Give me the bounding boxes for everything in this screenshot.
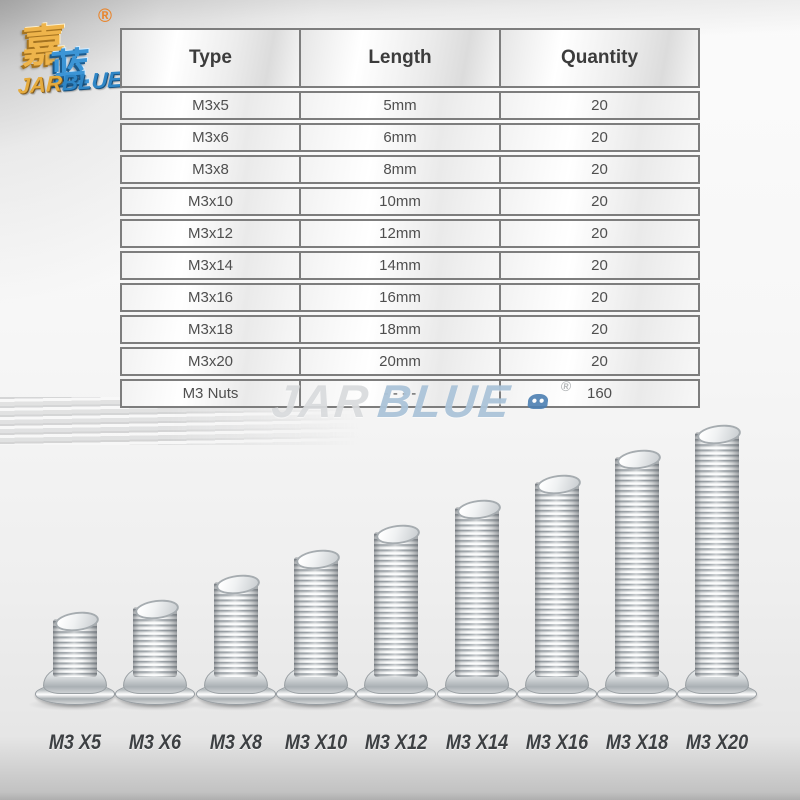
table-row: M3x18 18mm 20	[120, 315, 700, 344]
cell-type: M3x16	[120, 283, 300, 312]
screw-label: M3 X8	[209, 731, 263, 754]
cell-length: 12mm	[300, 219, 500, 248]
screw	[187, 572, 285, 711]
cell-quantity: 20	[500, 347, 700, 376]
screw-shaft	[695, 432, 739, 677]
table-header-row: Type Length Quantity	[120, 28, 700, 88]
screw-shaft	[374, 532, 418, 677]
screw-shaft	[294, 557, 338, 677]
cell-type: M3x12	[120, 219, 300, 248]
screw-label: M3 X20	[685, 731, 749, 754]
brand-logo: 嘉 蓝 ® JARBLUE	[10, 2, 140, 114]
cell-quantity: 20	[500, 187, 700, 216]
cell-type: M3x20	[120, 347, 300, 376]
cell-type: M3x14	[120, 251, 300, 280]
cell-length: 5mm	[300, 91, 500, 120]
cell-quantity: 20	[500, 155, 700, 184]
cell-quantity: 20	[500, 91, 700, 120]
watermark-jar: JAR	[269, 375, 373, 427]
screw	[26, 609, 124, 711]
registered-mark-icon: ®	[98, 6, 112, 27]
cell-length: 10mm	[300, 187, 500, 216]
cell-type: M3x10	[120, 187, 300, 216]
cell-quantity: 20	[500, 251, 700, 280]
cell-length: 8mm	[300, 155, 500, 184]
table-row: M3x5 5mm 20	[120, 91, 700, 120]
cell-type: M3x8	[120, 155, 300, 184]
watermark-registered-mark: ®	[560, 378, 573, 394]
screw-shaft	[535, 482, 579, 677]
screw-label: M3 X12	[364, 731, 428, 754]
screw	[347, 522, 445, 711]
table-row: M3x6 6mm 20	[120, 123, 700, 152]
table-row: M3x12 12mm 20	[120, 219, 700, 248]
screw-label: M3 X14	[445, 731, 509, 754]
screw-label: M3 X16	[525, 731, 589, 754]
screw	[106, 597, 204, 711]
screw-label: M3 X5	[48, 731, 102, 754]
cell-quantity: 20	[500, 283, 700, 312]
screw-label: M3 X18	[605, 731, 669, 754]
screw	[267, 547, 365, 711]
watermark: JARBLUE ®	[269, 374, 572, 428]
screw-shaft	[455, 507, 499, 677]
watermark-blue: BLUE	[375, 375, 514, 427]
screw-label: M3 X6	[128, 731, 182, 754]
cell-length: 14mm	[300, 251, 500, 280]
cell-length: 20mm	[300, 347, 500, 376]
table-row: M3x16 16mm 20	[120, 283, 700, 312]
table-row: M3x20 20mm 20	[120, 347, 700, 376]
table-row: M3x8 8mm 20	[120, 155, 700, 184]
cell-type: M3x18	[120, 315, 300, 344]
col-header-quantity: Quantity	[500, 28, 700, 88]
cell-length: 6mm	[300, 123, 500, 152]
mascot-face-icon	[527, 394, 550, 409]
cell-quantity: 20	[500, 123, 700, 152]
cell-length: 16mm	[300, 283, 500, 312]
table-row: M3x10 10mm 20	[120, 187, 700, 216]
screw	[508, 472, 606, 711]
cell-quantity: 20	[500, 219, 700, 248]
col-header-length: Length	[300, 28, 500, 88]
screw	[668, 422, 766, 711]
mascot-badge-icon	[517, 383, 559, 421]
col-header-type: Type	[120, 28, 300, 88]
screw	[588, 447, 686, 711]
screw	[428, 497, 526, 711]
screw-shaft	[615, 457, 659, 677]
spec-table: Type Length Quantity M3x5 5mm 20 M3x6 6mm 20 M…	[120, 25, 700, 411]
cell-length: 18mm	[300, 315, 500, 344]
screw-label: M3 X10	[284, 731, 348, 754]
cell-quantity: 20	[500, 315, 700, 344]
table-row: M3x14 14mm 20	[120, 251, 700, 280]
cell-type: M3x6	[120, 123, 300, 152]
screw-shaft	[214, 582, 258, 677]
cell-type: M3x5	[120, 91, 300, 120]
